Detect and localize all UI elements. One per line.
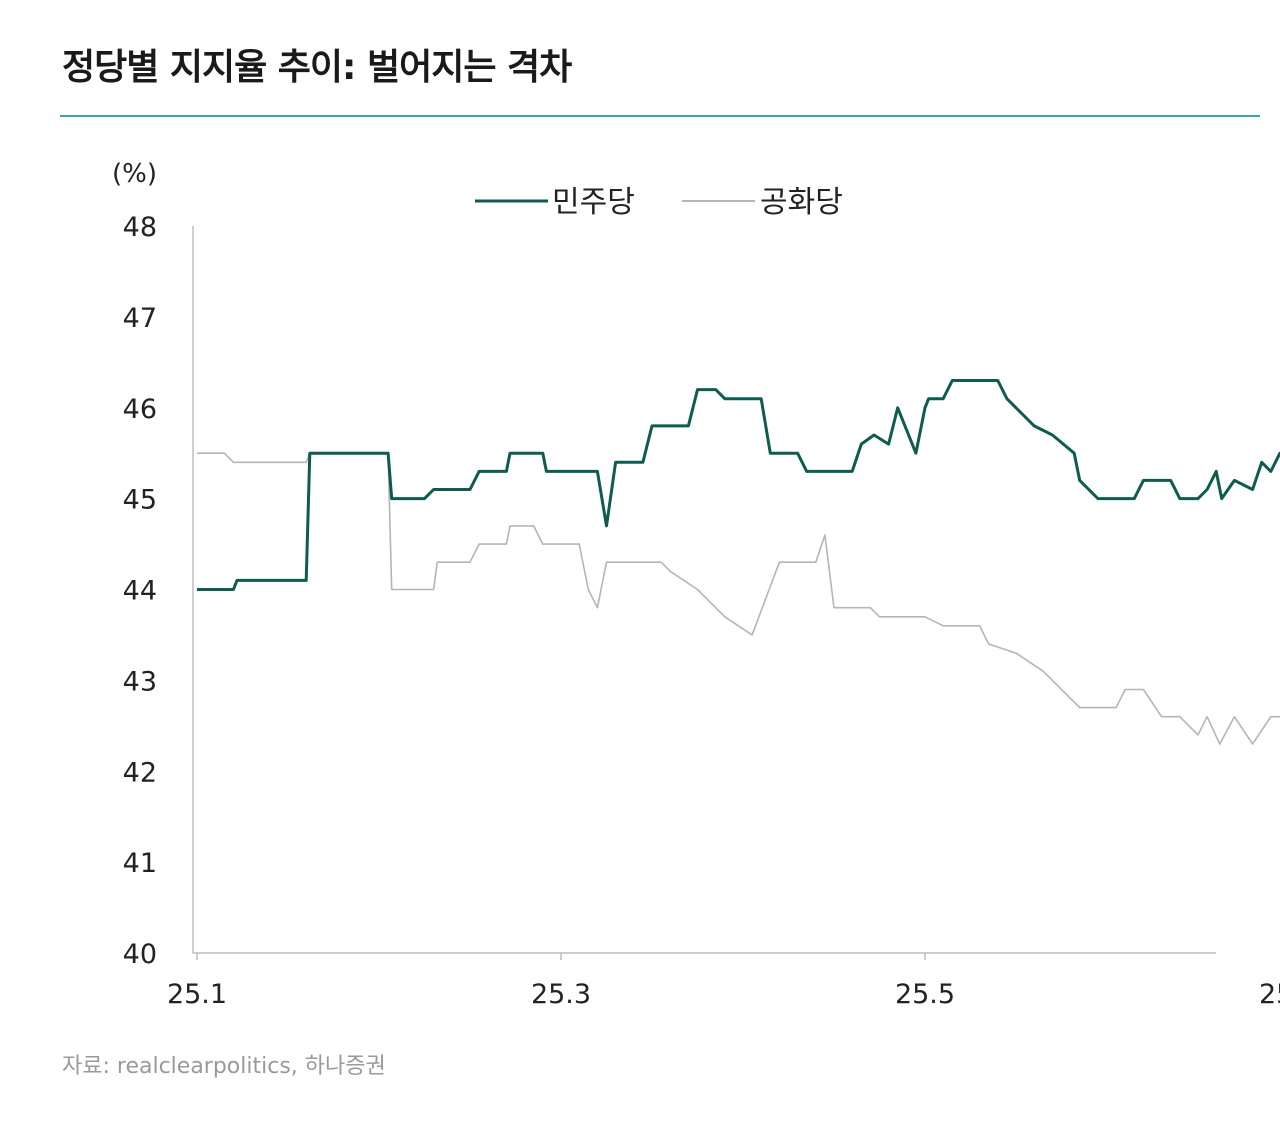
y-tick-label: 42	[123, 757, 157, 788]
y-tick-label: 48	[123, 212, 157, 243]
x-tick-label: 25.1	[167, 979, 227, 1010]
x-tick-label: 25.7	[1259, 979, 1280, 1010]
x-tick-label: 25.5	[895, 979, 955, 1010]
series-line-republican	[197, 452, 1280, 745]
y-tick-label: 44	[123, 576, 157, 607]
y-axis: 40 41 42 43 44 45 46 47 48	[123, 212, 194, 970]
series-layer	[197, 379, 1280, 745]
title-divider	[60, 115, 1260, 117]
legend-label-democrat: 민주당	[552, 185, 635, 220]
x-tick-label: 25.3	[531, 979, 591, 1010]
y-tick-label: 45	[123, 485, 157, 516]
page-title: 정당별 지지율 추이: 벌어지는 격차	[62, 47, 572, 88]
y-tick-label: 43	[123, 666, 157, 697]
y-tick-label: 41	[123, 848, 157, 879]
series-line-democrat	[197, 379, 1280, 591]
y-tick-label: 40	[123, 939, 157, 970]
y-tick-label: 47	[123, 303, 157, 334]
legend: 민주당 공화당	[475, 185, 843, 220]
y-tick-label: 46	[123, 394, 157, 425]
legend-label-republican: 공화당	[760, 185, 843, 220]
line-chart: (%) 민주당 공화당 40 41 42 43 44 45 46 47 48 25.1 25.3 2…	[112, 159, 1280, 1010]
source-note: 자료: realclearpolitics, 하나증권	[62, 1054, 386, 1079]
y-axis-unit-label: (%)	[112, 159, 157, 189]
x-axis: 25.125.325.525.725.925.11	[167, 952, 1280, 1010]
